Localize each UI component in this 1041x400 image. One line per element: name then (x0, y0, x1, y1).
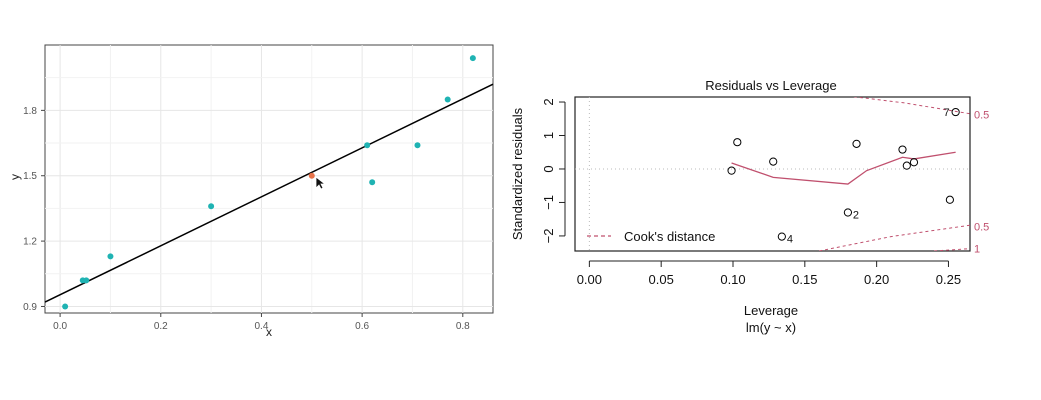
right-y-tick-label: 0 (541, 165, 556, 172)
left-x-tick-label: 0.6 (355, 321, 369, 332)
right-y-tick-label: 1 (541, 132, 556, 139)
left-grid (45, 45, 493, 313)
left-x-axis-label: x (266, 325, 272, 339)
left-marks (44, 55, 494, 310)
right-x-axis-sublabel: lm(y ~ x) (746, 320, 796, 335)
fit-line (44, 83, 494, 303)
residual-point (898, 145, 907, 154)
cooks-distance-curve (819, 224, 970, 251)
left-plot-panel (44, 44, 494, 314)
residual-point (951, 107, 960, 117)
right-x-ticks: 0.00 0.05 0.10 0.15 0.20 0.25 (577, 260, 961, 287)
data-point (414, 142, 421, 149)
residual-point (733, 138, 742, 147)
data-point (444, 96, 451, 103)
point-label: 7 (944, 107, 950, 119)
residuals-leverage-chart: Residuals vs Leverage 0.00 0.05 0.10 0.15 0.… (510, 78, 989, 335)
cooks-contour-label: 1 (974, 244, 980, 256)
left-y-ticks: 0.9 1.2 1.5 1.8 (23, 106, 45, 313)
right-x-axis-label: Leverage (744, 303, 798, 318)
point-label: 2 (853, 210, 859, 222)
right-y-axis-label: Standardized residuals (510, 107, 525, 240)
left-x-tick-label: 0.0 (53, 321, 67, 332)
right-x-tick-label: 0.10 (720, 272, 745, 287)
cooks-distance-curve (851, 97, 970, 115)
highlight-point (308, 172, 315, 179)
right-x-tick-label: 0.25 (936, 272, 961, 287)
residual-point (769, 157, 778, 166)
right-y-tick-label: −1 (541, 195, 556, 210)
left-x-tick-label: 0.8 (456, 321, 470, 332)
residual-point (945, 195, 954, 204)
residual-point (902, 161, 911, 170)
left-y-tick-label: 1.5 (23, 171, 37, 182)
right-marks: 0.5 0.5 1 4 2 7 (727, 97, 989, 256)
point-label: 4 (787, 234, 793, 246)
left-x-tick-label: 0.2 (154, 321, 168, 332)
data-point (83, 277, 90, 284)
residual-point (909, 158, 919, 167)
cooks-contour-label: 0.5 (974, 110, 989, 122)
left-x-ticks: 0.0 0.2 0.4 0.6 0.8 (53, 313, 470, 332)
right-x-tick-label: 0.15 (792, 272, 817, 287)
left-y-tick-label: 1.8 (23, 106, 37, 117)
residual-point (777, 232, 786, 241)
cursor-icon (315, 176, 327, 190)
data-point (364, 142, 371, 149)
data-point (469, 55, 476, 62)
right-y-tick-label: −2 (541, 229, 556, 244)
left-y-tick-label: 1.2 (23, 237, 37, 248)
scatter-fit-chart: 0.0 0.2 0.4 0.6 0.8 0.9 1.2 1.5 1.8 x y (8, 44, 494, 339)
left-x-tick-label: 0.4 (254, 321, 268, 332)
left-y-axis-label: y (8, 174, 22, 180)
right-y-ticks: 2 1 0 −1 −2 (541, 98, 566, 244)
right-reference-lines (575, 97, 970, 251)
right-x-tick-label: 0.20 (864, 272, 889, 287)
data-point (62, 303, 69, 310)
residual-point (852, 139, 861, 148)
right-y-tick-label: 2 (541, 98, 556, 105)
right-chart-title: Residuals vs Leverage (705, 78, 837, 93)
data-point (208, 203, 215, 210)
right-x-tick-label: 0.05 (649, 272, 674, 287)
residual-point (727, 166, 736, 175)
residual-point (843, 208, 853, 217)
legend-label: Cook's distance (624, 229, 715, 244)
data-point (369, 179, 376, 186)
left-y-tick-label: 0.9 (23, 302, 37, 313)
cooks-contour-label: 0.5 (974, 222, 989, 234)
cooks-distance-legend: Cook's distance (587, 229, 715, 244)
data-point (107, 253, 114, 260)
right-plot-panel (574, 96, 971, 252)
right-x-tick-label: 0.00 (577, 272, 602, 287)
